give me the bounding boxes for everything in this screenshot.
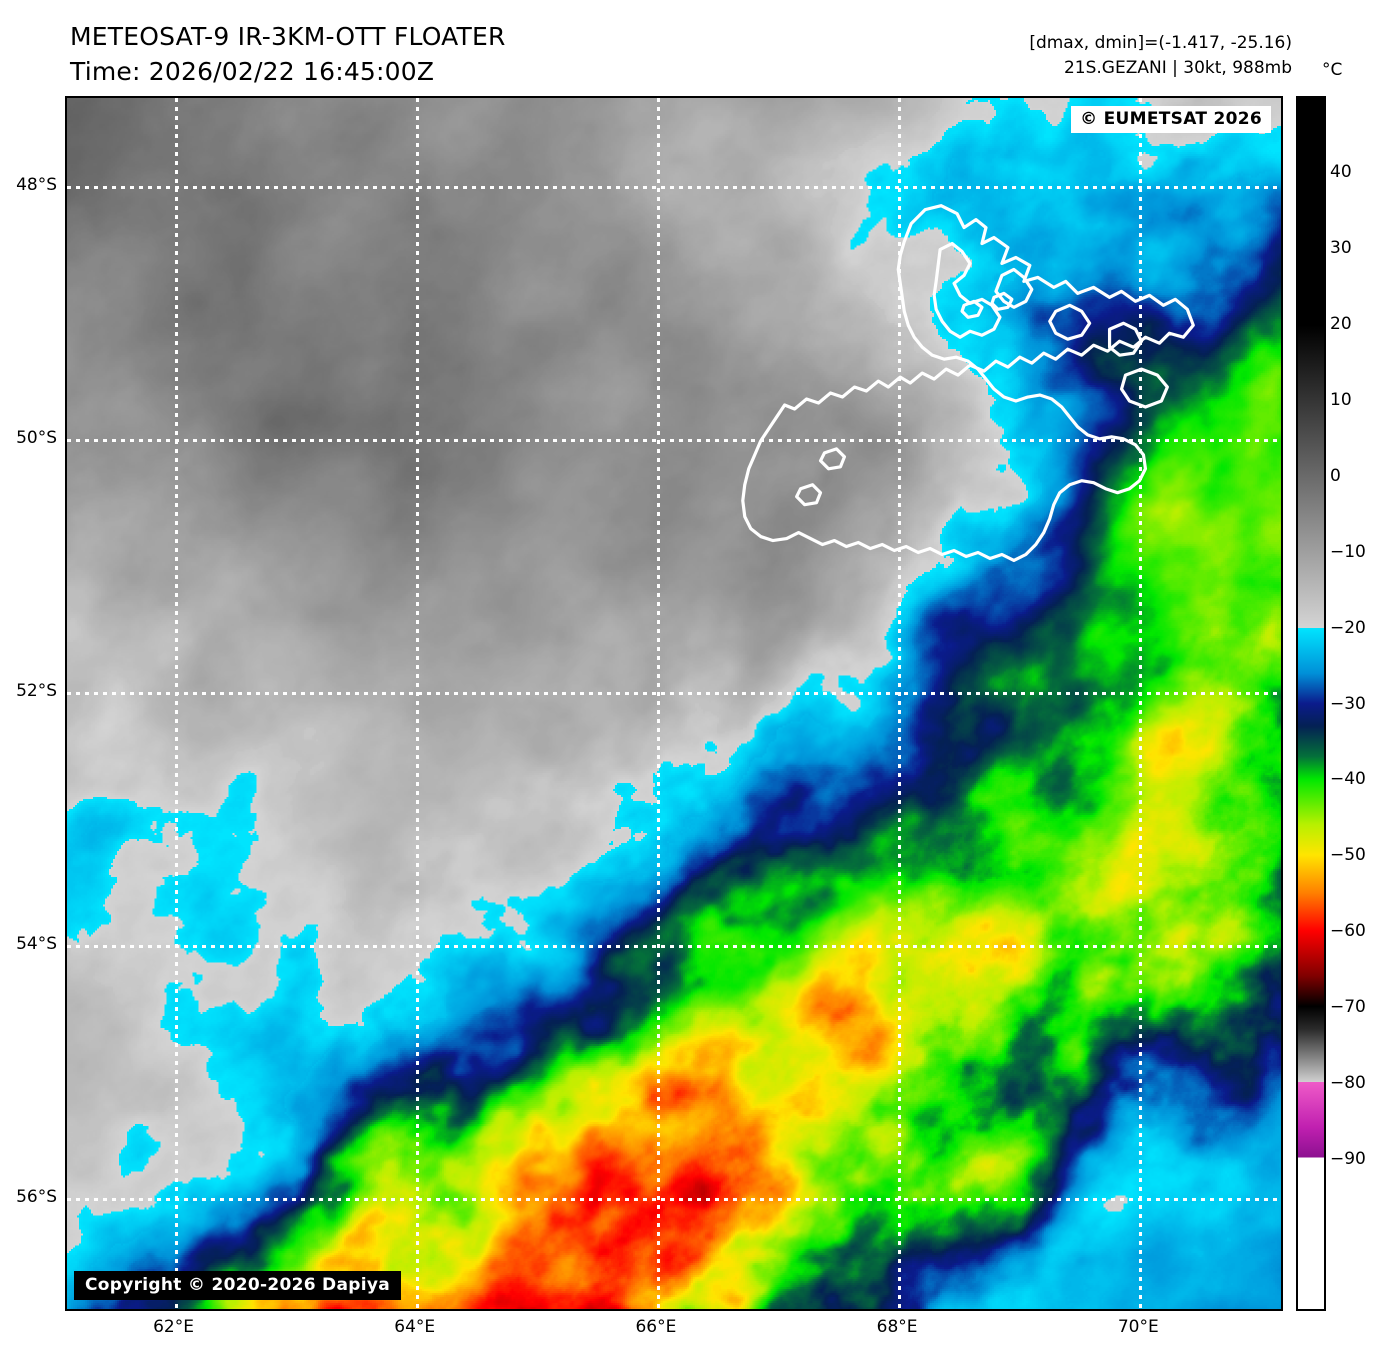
colorbar-tick-label: −50 [1330, 845, 1366, 866]
colorbar-tick-label: 0 [1330, 465, 1341, 486]
latitude-tick-label: 54°S [16, 933, 57, 954]
colorbar-tick-label: 10 [1330, 389, 1352, 410]
eumetsat-credit-badge: © EUMETSAT 2026 [1071, 106, 1271, 133]
dmax-dmin-label: [dmax, dmin]=(-1.417, -25.16) [1029, 33, 1292, 53]
colorbar-tick-label: 40 [1330, 161, 1352, 182]
coastline-overlay [741, 204, 1195, 563]
copyright-badge: Copyright © 2020-2026 Dapiya [74, 1271, 401, 1300]
longitude-axis: 62°E 64°E 66°E 68°E 70°E [65, 1313, 1283, 1343]
colorbar-tick-label: −10 [1330, 541, 1366, 562]
colorbar-tick-label: −90 [1330, 1149, 1366, 1170]
latitude-tick-label: 50°S [16, 427, 57, 448]
colorbar-tick-label: −20 [1330, 617, 1366, 638]
colorbar-tick-label: −40 [1330, 769, 1366, 790]
longitude-tick-label: 68°E [876, 1317, 918, 1337]
colorbar [1296, 96, 1326, 1311]
colorbar-tick-label: 20 [1330, 313, 1352, 334]
metadata-block: [dmax, dmin]=(-1.417, -25.16) 21S.GEZANI… [1029, 31, 1292, 80]
colorbar-unit-label: °C [1322, 60, 1343, 80]
longitude-tick-label: 62°E [153, 1317, 194, 1337]
longitude-tick-label: 64°E [394, 1317, 436, 1337]
latitude-tick-label: 56°S [16, 1187, 57, 1208]
title-block: METEOSAT-9 IR-3KM-OTT FLOATER Time: 2026… [70, 20, 506, 89]
latitude-axis: 48°S 50°S 52°S 54°S 56°S [0, 96, 57, 1311]
storm-info-label: 21S.GEZANI | 30kt, 988mb [1063, 57, 1292, 78]
colorbar-tick-label: −60 [1330, 921, 1366, 942]
page-title: METEOSAT-9 IR-3KM-OTT FLOATER [70, 22, 506, 51]
satellite-image-plot: © EUMETSAT 2026 Copyright © 2020-2026 Da… [65, 96, 1283, 1311]
colorbar-tick-label: −70 [1330, 997, 1366, 1018]
longitude-tick-label: 66°E [635, 1317, 677, 1337]
colorbar-gradient [1298, 98, 1324, 1309]
timestamp-label: Time: 2026/02/22 16:45:00Z [70, 56, 435, 86]
colorbar-tick-label: 30 [1330, 237, 1352, 258]
longitude-tick-label: 70°E [1117, 1317, 1159, 1337]
latitude-tick-label: 52°S [16, 680, 57, 701]
ir-imagery-canvas [67, 98, 1281, 1309]
latitude-tick-label: 48°S [16, 174, 57, 195]
colorbar-tick-label: −30 [1330, 693, 1366, 714]
colorbar-tick-label: −80 [1330, 1073, 1366, 1094]
colorbar-tick-labels: 40 30 20 10 0 −10 −20 −30 −40 −50 −60 −70 −80 −90 [1330, 96, 1386, 1311]
